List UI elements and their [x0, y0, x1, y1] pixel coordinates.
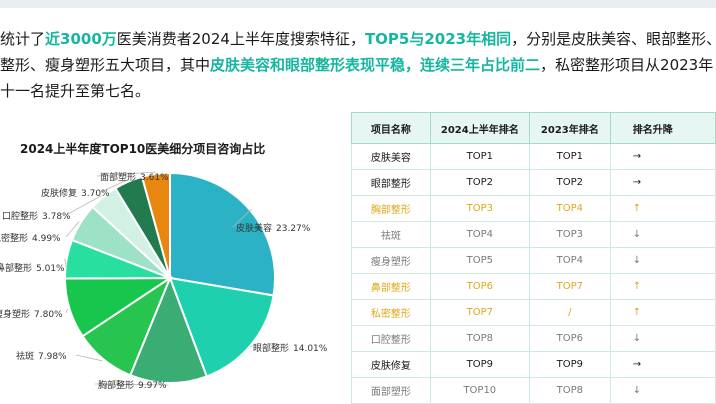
cell-rank-2023: TOP3	[528, 221, 611, 248]
table-row: 胸部整形 TOP3 TOP4 ↑	[351, 195, 716, 222]
cell-rank-change: ↓	[609, 221, 716, 248]
intro-paragraph: 统计了近3000万医美消费者2024上半年度搜索特征，TOP5与2023年相同，…	[0, 26, 716, 104]
pie-slice	[129, 275, 208, 384]
pie-leader-line	[100, 179, 128, 193]
cell-project-name: 皮肤修复	[351, 351, 431, 378]
pie-leader-line	[65, 309, 68, 314]
cell-rank-2024: TOP1	[429, 143, 530, 170]
cell-project-name: 胸部整形	[351, 195, 431, 222]
table-row: 眼部整形 TOP2 TOP2 →	[351, 169, 716, 196]
table-row: 瘦身塑形 TOP5 TOP4 ↓	[351, 247, 716, 274]
cell-project-name: 鼻部整形	[351, 273, 431, 300]
cell-rank-change: ↓	[609, 325, 716, 352]
intro-highlight: TOP5与2023年相同	[364, 30, 512, 48]
table-row: 私密整形 TOP7/↑	[351, 299, 716, 326]
cell-project-name: 瘦身塑形	[351, 247, 431, 274]
cell-project-name: 眼部整形	[351, 169, 431, 196]
table-row: 皮肤修复 TOP9 TOP9 →	[351, 351, 716, 378]
pie-leader-line	[65, 194, 103, 216]
table-row: 祛斑 TOP4 TOP3 ↓	[351, 221, 716, 248]
intro-highlight: 近3000万	[45, 30, 117, 48]
cell-rank-change: ↑	[609, 299, 716, 326]
cell-rank-2024: TOP8	[429, 325, 530, 352]
intro-text: ，分别是皮肤美容、眼部整形、祛斑	[511, 30, 716, 48]
cell-rank-change: →	[609, 351, 716, 378]
cell-rank-change: ↓	[609, 247, 716, 274]
cell-project-name: 祛斑	[351, 221, 431, 248]
intro-text: 整形、瘦身塑形五大项目，其中	[0, 56, 211, 74]
cell-rank-2024: TOP7	[429, 299, 530, 326]
pie-slice	[168, 276, 275, 378]
pie-slice-label: 鼻部整形 5.01%	[0, 262, 65, 274]
pie-leader-line	[65, 221, 80, 238]
pie-slice-label: 胸部整形 9.97%	[98, 379, 167, 391]
header-rank-change: 排名升降	[609, 112, 716, 144]
pie-slice-label: 私密整形4.99%	[0, 232, 61, 244]
pie-leader-line	[64, 258, 67, 268]
cell-project-name: 口腔整形	[351, 325, 431, 352]
pie-slice-label: 面部塑形 3.61%	[100, 171, 169, 183]
cell-rank-2024: TOP6	[429, 273, 530, 300]
cell-rank-2023: TOP7	[528, 273, 611, 300]
cell-rank-2023: /	[528, 299, 611, 326]
cell-rank-2023: TOP4	[528, 247, 611, 274]
table-row: 皮肤美容 TOP1 TOP1 →	[351, 143, 716, 170]
cell-rank-change: ↑	[609, 273, 716, 300]
top-band	[0, 0, 716, 8]
pie-slice-label: 口腔整形 3.78%	[2, 210, 71, 222]
pie-slice-label: 皮肤修复 3.70%	[41, 187, 110, 199]
cell-rank-2024: TOP9	[429, 351, 530, 378]
intro-text: 统计了	[0, 30, 46, 48]
cell-rank-2023: TOP6	[528, 325, 611, 352]
pie-slice-label: 瘦身塑形7.80%	[0, 308, 63, 320]
cell-rank-2024: TOP4	[429, 221, 530, 248]
pie-leader-line	[94, 383, 169, 386]
pie-leader-line	[75, 354, 103, 362]
intro-text: ，私密整形项目从2023年	[540, 56, 714, 74]
intro-line-2: 整形、瘦身塑形五大项目，其中皮肤美容和眼部整形表现平稳，连续三年占比前二，私密整…	[0, 52, 716, 78]
cell-rank-change: ↑	[609, 195, 716, 222]
table-row: 鼻部整形 TOP6 TOP7 ↑	[351, 273, 716, 300]
pie-slice	[169, 171, 276, 297]
cell-rank-2023: TOP1	[528, 143, 611, 170]
cell-rank-2023: TOP9	[528, 351, 611, 378]
pie-slice-label: 眼部整形 14.01%	[253, 342, 328, 354]
cell-rank-change: →	[609, 143, 716, 170]
header-rank-2024: 2024上半年排名	[429, 112, 530, 144]
pie-leader-line	[232, 208, 252, 228]
header-project-name: 项目名称	[351, 112, 431, 144]
intro-text: 医美消费者2024上半年度搜索特征，	[116, 30, 365, 48]
cell-rank-2024: TOP2	[429, 169, 530, 196]
table-header-row: 项目名称 2024上半年排名 2023年排名 排名升降	[351, 112, 716, 144]
cell-project-name: 皮肤美容	[351, 143, 431, 170]
chart-title: 2024上半年度TOP10医美细分项目咨询占比	[20, 142, 266, 156]
pie-slice-label: 祛斑 7.98%	[16, 350, 67, 362]
pie-slice-label: 皮肤美容 23.27%	[236, 222, 311, 234]
intro-line-1: 统计了近3000万医美消费者2024上半年度搜索特征，TOP5与2023年相同，…	[0, 26, 716, 52]
cell-rank-change: →	[609, 169, 716, 196]
ranking-table: 项目名称 2024上半年排名 2023年排名 排名升降 皮肤美容 TOP1 TOP1…	[351, 112, 716, 404]
table-row: 口腔整形 TOP8 TOP6 ↓	[351, 325, 716, 352]
pie-slice	[140, 171, 171, 279]
pie-leader-line	[249, 345, 253, 348]
intro-highlight: 皮肤美容和眼部整形表现平稳，连续三年占比前二	[210, 56, 541, 74]
header-rank-2023: 2023年排名	[528, 112, 611, 144]
pie-leader-line	[96, 171, 156, 177]
cell-rank-2024: TOP5	[429, 247, 530, 274]
cell-rank-2023: TOP2	[528, 169, 611, 196]
cell-rank-2024: TOP3	[429, 195, 530, 222]
intro-line-3: 十一名提升至第七名。	[0, 82, 151, 100]
cell-project-name: 私密整形	[351, 299, 431, 326]
cell-rank-2023: TOP4	[528, 195, 611, 222]
